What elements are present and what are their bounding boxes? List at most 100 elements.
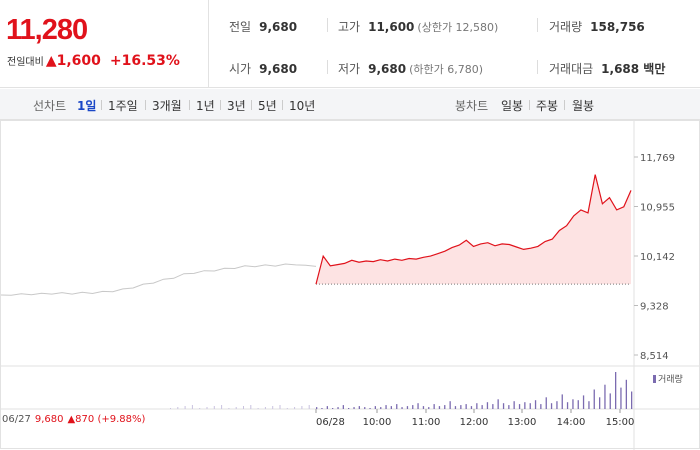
x-tick-label: 11:00 <box>412 417 441 428</box>
price-chart: 11,769 10,955 10,142 9,328 8,514 06/28 10:00 1… <box>0 120 700 450</box>
volume-bar <box>604 384 606 409</box>
volume-bar <box>364 407 366 409</box>
volume-bar <box>433 404 435 409</box>
volume-bar <box>406 406 409 409</box>
volume-bar <box>492 404 494 409</box>
volume-bar <box>294 407 296 409</box>
divider <box>251 100 252 110</box>
volume-bar <box>540 404 542 409</box>
stat-high: 고가 11,600 (상한가 12,580) <box>338 18 498 35</box>
divider <box>282 100 283 110</box>
volume-bar <box>199 408 201 409</box>
period-tab-10y[interactable]: 10년 <box>289 99 316 113</box>
volume-bar <box>481 405 483 409</box>
volume-bar <box>390 406 392 409</box>
change-label: 전일대비 <box>7 57 44 68</box>
stat-open: 시가 9,680 <box>229 60 297 77</box>
volume-bar <box>332 408 334 409</box>
volume-bar <box>272 406 274 409</box>
volume-bar <box>534 400 537 409</box>
volume-bar <box>631 391 633 409</box>
volume-bar <box>545 397 547 409</box>
x-tick-label: 13:00 <box>508 417 537 428</box>
volume-bar <box>609 393 611 409</box>
divider <box>537 18 538 32</box>
volume-bar <box>572 399 574 409</box>
stat-label: 저가 <box>338 62 361 76</box>
volume-swatch-icon <box>653 375 656 383</box>
volume-bars <box>170 372 633 409</box>
today-price-line <box>315 174 632 285</box>
volume-bar <box>582 395 585 409</box>
reference-label: 06/27 9,680 ▲870 (+9.88%) <box>2 414 145 425</box>
volume-bar <box>508 405 510 409</box>
volume-bar <box>561 394 563 409</box>
line-chart-title: 선차트 <box>33 99 67 113</box>
volume-bar <box>396 404 398 409</box>
x-tick-label: 15:00 <box>606 417 635 428</box>
stat-label: 시가 <box>229 62 252 76</box>
current-price: 11,280 <box>6 14 88 46</box>
volume-bar <box>316 407 318 409</box>
divider <box>564 100 565 110</box>
period-tab-1w[interactable]: 1주일 <box>108 99 138 113</box>
volume-bar <box>513 401 515 409</box>
volume-bar <box>264 407 266 409</box>
volume-bar <box>497 399 499 409</box>
divider <box>101 100 102 110</box>
stat-value: 1,688 백만 <box>601 62 666 76</box>
period-tab-5y[interactable]: 5년 <box>258 99 277 113</box>
volume-bar <box>369 408 371 409</box>
stat-value: 9,680 <box>259 62 298 76</box>
candle-tab-weekly[interactable]: 주봉 <box>536 99 559 113</box>
x-axis: 06/28 10:00 11:00 12:00 13:00 14:00 15:00 <box>315 409 635 428</box>
y-tick-label: 11,769 <box>640 153 675 164</box>
quote-panel: 11,280 전일대비 ▲1,600 +16.53% 전일 9,680 고가 11,60… <box>0 0 700 88</box>
volume-bar <box>221 405 223 409</box>
stat-trade-amount: 거래대금 1,688 백만 <box>549 60 665 77</box>
candle-tab-daily[interactable]: 일봉 <box>501 99 524 113</box>
stat-label: 거래량 <box>549 20 583 34</box>
candle-tab-monthly[interactable]: 월봉 <box>572 99 595 113</box>
stat-prev-close: 전일 9,680 <box>229 18 297 35</box>
volume-bar <box>529 403 531 409</box>
volume-bar <box>326 406 328 409</box>
up-arrow-icon: ▲ <box>67 414 76 425</box>
price-box: 11,280 전일대비 ▲1,600 +16.53% <box>0 0 209 88</box>
volume-bar <box>588 401 590 409</box>
reference-price: 9,680 <box>34 414 64 425</box>
x-tick-label: 06/28 <box>316 417 345 428</box>
period-tab-1d[interactable]: 1일 <box>77 99 97 113</box>
volume-bar <box>444 405 446 409</box>
volume-bar <box>374 406 376 409</box>
stat-value: 158,756 <box>590 20 645 34</box>
volume-bar <box>412 405 414 409</box>
volume-bar <box>465 404 467 409</box>
volume-bar <box>417 403 419 409</box>
period-tab-3m[interactable]: 3개월 <box>152 99 182 113</box>
volume-bar <box>337 407 339 409</box>
stat-value: 9,680 <box>259 20 298 34</box>
y-axis: 11,769 10,955 10,142 9,328 8,514 <box>634 153 675 362</box>
stat-volume: 거래량 158,756 <box>549 18 645 35</box>
volume-bar <box>206 407 208 409</box>
volume-bar <box>593 389 595 409</box>
volume-legend: 거래량 <box>653 372 683 385</box>
period-bar: 선차트 1일 1주일 3개월 1년 3년 5년 10년 봉차트 일봉 주봉 월봉 <box>0 89 700 120</box>
divider <box>529 100 530 110</box>
period-tab-1y[interactable]: 1년 <box>196 99 215 113</box>
volume-bar <box>577 400 579 409</box>
volume-bar <box>422 406 425 409</box>
volume-bar <box>213 406 215 409</box>
volume-bar <box>460 405 462 409</box>
period-tab-3y[interactable]: 3년 <box>227 99 246 113</box>
reference-date: 06/27 <box>2 414 31 425</box>
x-tick-label: 14:00 <box>557 417 586 428</box>
stat-low: 저가 9,680 (하한가 6,780) <box>338 60 483 77</box>
volume-bar <box>358 406 360 409</box>
stat-sub: (상한가 12,580) <box>417 21 499 34</box>
volume-bar <box>301 406 303 409</box>
prev-day-line <box>0 263 317 296</box>
volume-bar <box>286 408 288 409</box>
volume-bar <box>476 403 478 409</box>
